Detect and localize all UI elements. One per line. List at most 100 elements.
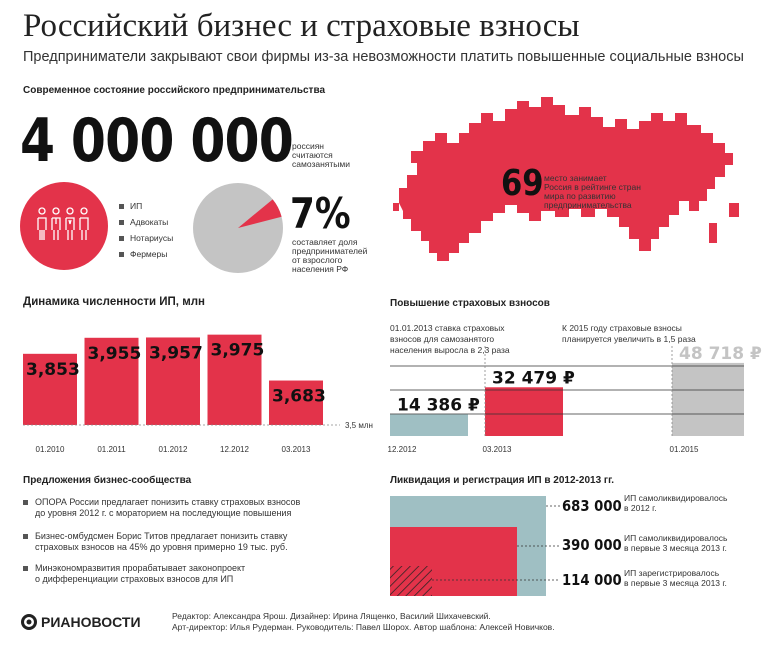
share-desc: составляет доля предпринимателей от взро… [292, 238, 367, 274]
x-tick-label: 03.2013 [483, 445, 512, 454]
big-number-desc-line: считаются [292, 150, 333, 160]
bullet-icon [23, 534, 28, 539]
russia-map [393, 97, 739, 261]
note-line: населения выросла в 2,3 раза [390, 345, 510, 355]
legend-label: Нотариусы [130, 233, 174, 243]
list-item: Бизнес-омбудсмен Борис Титов предлагает … [23, 531, 353, 563]
note-line: 01.01.2013 ставка страховых [390, 323, 505, 333]
bar [485, 387, 563, 436]
self-employed-circle [20, 182, 108, 270]
list-item: Минэкономразвития прорабатывает законопр… [23, 563, 353, 595]
rank-desc: место занимает Россия в рейтинге стран м… [544, 174, 641, 210]
baseline-label: 3,5 млн [345, 421, 373, 430]
list-item-line: страховых взносов на 45% до уровня приме… [35, 542, 288, 552]
legend-item: Нотариусы [119, 233, 173, 249]
legend-label: Адвокаты [130, 217, 169, 227]
x-tick-label: 03.2013 [282, 445, 311, 454]
liq-desc-line: в 2012 г. [624, 503, 657, 513]
note-line: планируется увеличить в 1,5 раза [562, 334, 696, 344]
liq-desc-line: в первые 3 месяца 2013 г. [624, 543, 727, 553]
liq-desc-line: в первые 3 месяца 2013 г. [624, 578, 727, 588]
pie-slice-share [238, 199, 282, 228]
bar-value-label: 3,957 [149, 343, 203, 363]
legend-label: ИП [130, 201, 143, 211]
list-item: ОПОРА России предлагает понизить ставку … [23, 497, 353, 531]
bar [269, 380, 323, 425]
liq-value: 114 000 [562, 571, 622, 589]
bar [672, 362, 744, 436]
list-item-line: Бизнес-омбудсмен Борис Титов предлагает … [35, 531, 288, 541]
ria-logo: РИАНОВОСТИ [20, 612, 170, 637]
bar-value-label: 3,853 [26, 360, 80, 380]
bullet-icon [119, 252, 124, 258]
page-title: Российский бизнес и страховые взносы [23, 8, 580, 44]
bar [207, 334, 262, 425]
list-item-line: до уровня 2012 г. с мораторием на послед… [35, 508, 292, 518]
bullet-icon [23, 566, 28, 571]
bullet-icon [119, 204, 124, 210]
share-desc-line: населения РФ [292, 264, 349, 274]
credits-line: Редактор: Александра Ярош. Дизайнер: Ири… [172, 611, 491, 621]
bar-value-label: 48 718 ₽ [679, 344, 762, 364]
page-subtitle: Предприниматели закрывают свои фирмы из-… [23, 49, 744, 65]
list-item-line: Минэкономразвития прорабатывает законопр… [35, 563, 246, 573]
x-tick-label: 01.2015 [670, 445, 699, 454]
proposals-list: ОПОРА России предлагает понизить ставку … [23, 497, 353, 595]
big-number-desc-line: самозанятыми [292, 159, 350, 169]
liq-desc: ИП самоликвидировалось в первые 3 месяца… [624, 533, 727, 553]
list-item-line: ОПОРА России предлагает понизить ставку … [35, 497, 301, 507]
share-value: 7% [290, 189, 351, 238]
liq-desc: ИП самоликвидировалось в 2012 г. [624, 493, 727, 513]
people-icon [37, 207, 89, 240]
share-desc-line: составляет доля [292, 237, 358, 247]
chart1-title: Динамика численности ИП, млн [23, 296, 205, 308]
ria-logo-icon: РИАНОВОСТИ [21, 614, 141, 630]
note-line: К 2015 году страховые взносы [562, 323, 682, 333]
bullet-icon [119, 220, 124, 226]
list-item-line: о дифференциации страховых взносов для И… [35, 574, 234, 584]
bullet-icon [119, 236, 124, 242]
proposals-heading: Предложения бизнес-сообщества [23, 475, 192, 486]
liq-desc: ИП зарегистрировалось в первые 3 месяца … [624, 568, 727, 588]
chart2-note-right: К 2015 году страховые взносы планируется… [562, 323, 696, 345]
credits-line: Арт-директор: Илья Рудерман. Руководител… [172, 622, 555, 632]
liq-value: 683 000 [562, 497, 622, 515]
bar [390, 414, 468, 436]
big-number-desc: россиян считаются самозанятыми [292, 142, 350, 169]
credits: Редактор: Александра Ярош. Дизайнер: Ири… [172, 611, 555, 633]
share-pie [193, 183, 283, 273]
x-tick-label: 01.2010 [36, 445, 65, 454]
liq-desc-line: ИП самоликвидировалось [624, 493, 728, 503]
legend-label: Фермеры [130, 249, 168, 259]
liq-desc-line: ИП зарегистрировалось [624, 568, 720, 578]
rank-desc-line: место занимает [544, 173, 607, 183]
x-tick-label: 12.2012 [220, 445, 249, 454]
bar-value-label: 32 479 ₽ [492, 368, 575, 388]
liq-value: 390 000 [562, 536, 622, 554]
bar [146, 337, 200, 425]
rank-value: 69 [501, 163, 544, 204]
big-number: 4 000 000 [20, 106, 294, 176]
big-number-desc-line: россиян [292, 141, 324, 151]
share-desc-line: от взрослого [292, 255, 343, 265]
bullet-icon [23, 500, 28, 505]
bar-value-label: 3,683 [272, 387, 326, 407]
legend: ИП Адвокаты Нотариусы Фермеры [119, 201, 173, 265]
chart2-note-left: 01.01.2013 ставка страховых взносов для … [390, 323, 510, 356]
x-tick-label: 01.2012 [159, 445, 188, 454]
legend-item: Фермеры [119, 249, 173, 265]
logo-text: РИАНОВОСТИ [41, 614, 141, 630]
note-line: взносов для самозанятого [390, 334, 495, 344]
bar [23, 353, 77, 425]
bar-value-label: 3,955 [88, 344, 142, 364]
bar-value-label: 14 386 ₽ [397, 395, 480, 415]
share-desc-line: предпринимателей [292, 246, 368, 256]
rank-desc-line: предпринимательства [544, 200, 632, 210]
bar [84, 337, 139, 425]
legend-item: Адвокаты [119, 217, 173, 233]
state-heading: Современное состояние российского предпр… [23, 85, 326, 96]
liq-desc-line: ИП самоликвидировалось [624, 533, 728, 543]
legend-item: ИП [119, 201, 173, 217]
